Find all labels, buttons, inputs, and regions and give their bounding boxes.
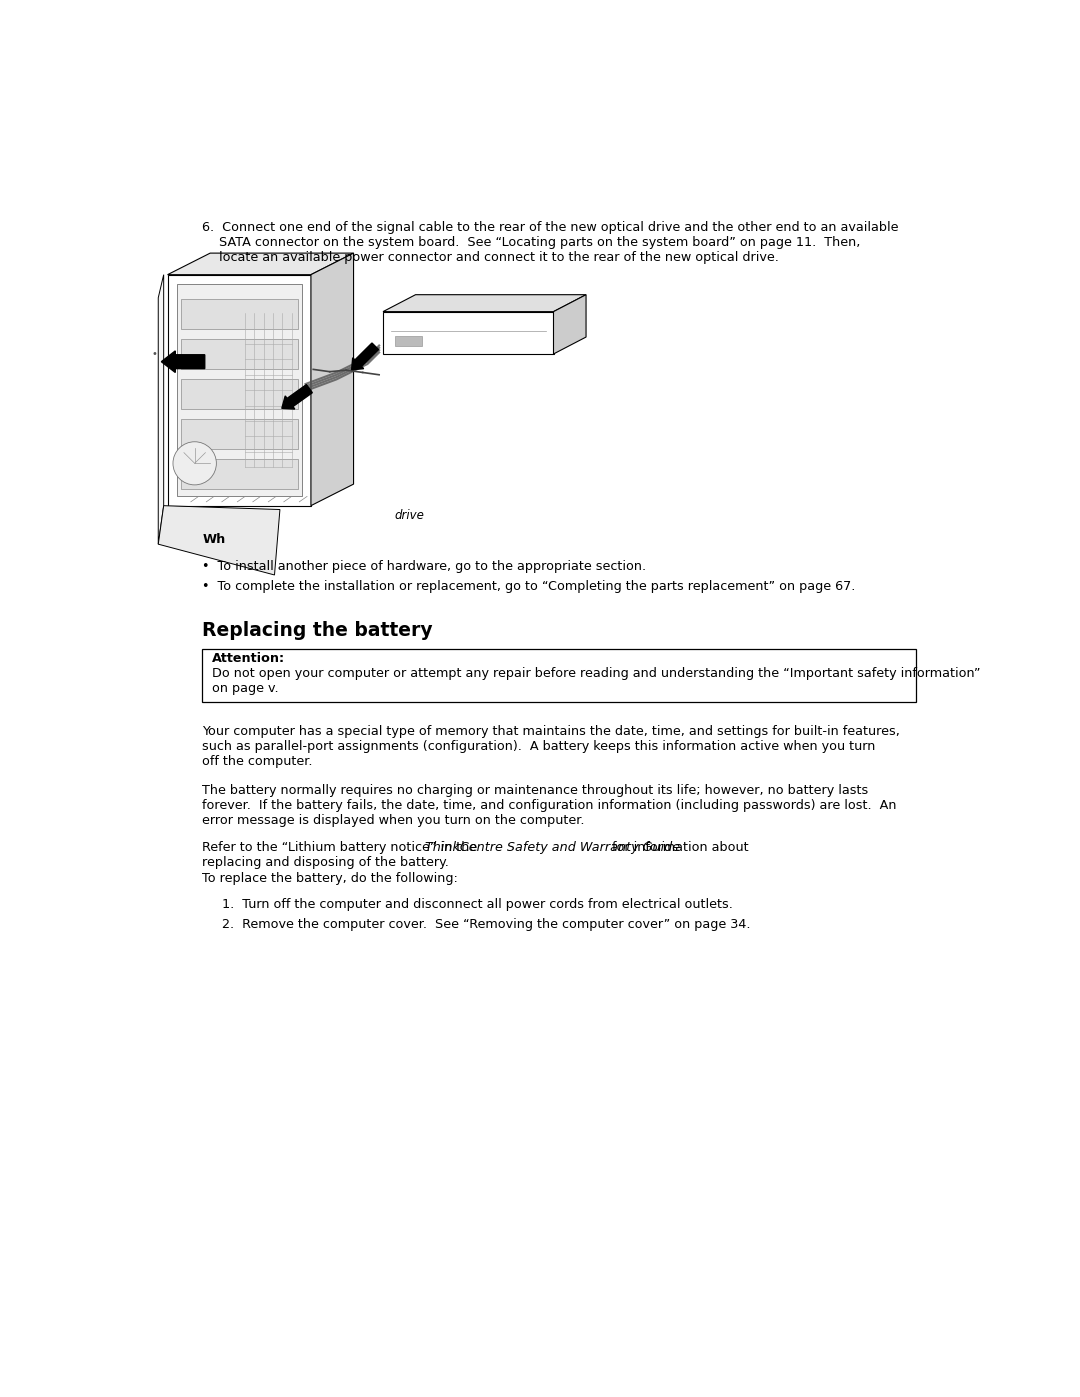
Text: ThinkCentre Safety and Warranty Guide: ThinkCentre Safety and Warranty Guide [426, 841, 680, 855]
Text: on page v.: on page v. [212, 682, 279, 694]
Bar [159, 253, 584, 517]
Bar [180, 299, 298, 328]
Text: •: • [151, 349, 158, 359]
Text: Refer to the “Lithium battery notice” in the: Refer to the “Lithium battery notice” in… [202, 841, 482, 855]
Text: Your computer has a special type of memory that maintains the date, time, and se: Your computer has a special type of memo… [202, 725, 901, 738]
Polygon shape [159, 275, 164, 545]
Text: Attention:: Attention: [212, 652, 285, 665]
Bar [180, 380, 298, 409]
Text: Replacing the battery: Replacing the battery [202, 622, 433, 640]
Text: 1.  Turn off the computer and disconnect all power cords from electrical outlets: 1. Turn off the computer and disconnect … [221, 898, 732, 911]
Bar [180, 339, 298, 369]
Text: locate an available power connector and connect it to the rear of the new optica: locate an available power connector and … [218, 251, 779, 264]
Bar [383, 312, 554, 353]
Bar [167, 275, 311, 506]
Bar [180, 460, 298, 489]
Text: •  To install another piece of hardware, go to the appropriate section.: • To install another piece of hardware, … [202, 560, 647, 573]
Text: forever.  If the battery fails, the date, time, and configuration information (i: forever. If the battery fails, the date,… [202, 799, 896, 812]
Bar [202, 648, 916, 703]
Text: Wh: Wh [202, 534, 226, 546]
Polygon shape [167, 253, 353, 275]
Polygon shape [383, 295, 586, 312]
Bar [394, 337, 422, 345]
Text: The battery normally requires no charging or maintenance throughout its life; ho: The battery normally requires no chargin… [202, 784, 868, 796]
Text: •  To complete the installation or replacement, go to “Completing the parts repl: • To complete the installation or replac… [202, 580, 855, 592]
Text: 2.  Remove the computer cover.  See “Removing the computer cover” on page 34.: 2. Remove the computer cover. See “Remov… [221, 918, 751, 930]
Text: off the computer.: off the computer. [202, 756, 313, 768]
Text: drive: drive [394, 509, 424, 521]
Bar [180, 419, 298, 448]
Text: such as parallel-port assignments (configuration).  A battery keeps this informa: such as parallel-port assignments (confi… [202, 740, 876, 753]
Text: To replace the battery, do the following:: To replace the battery, do the following… [202, 872, 458, 886]
Text: SATA connector on the system board.  See “Locating parts on the system board” on: SATA connector on the system board. See … [218, 236, 860, 249]
Text: for information about: for information about [608, 841, 750, 855]
Text: Do not open your computer or attempt any repair before reading and understanding: Do not open your computer or attempt any… [212, 666, 981, 679]
FancyArrow shape [352, 344, 378, 370]
Text: replacing and disposing of the battery.: replacing and disposing of the battery. [202, 856, 449, 869]
FancyArrow shape [161, 351, 205, 373]
Circle shape [173, 441, 216, 485]
Text: error message is displayed when you turn on the computer.: error message is displayed when you turn… [202, 813, 585, 827]
Polygon shape [159, 506, 280, 576]
Bar [177, 284, 301, 496]
Polygon shape [554, 295, 586, 353]
Text: 6.  Connect one end of the signal cable to the rear of the new optical drive and: 6. Connect one end of the signal cable t… [202, 221, 899, 233]
FancyArrow shape [282, 384, 312, 409]
Polygon shape [311, 253, 353, 506]
